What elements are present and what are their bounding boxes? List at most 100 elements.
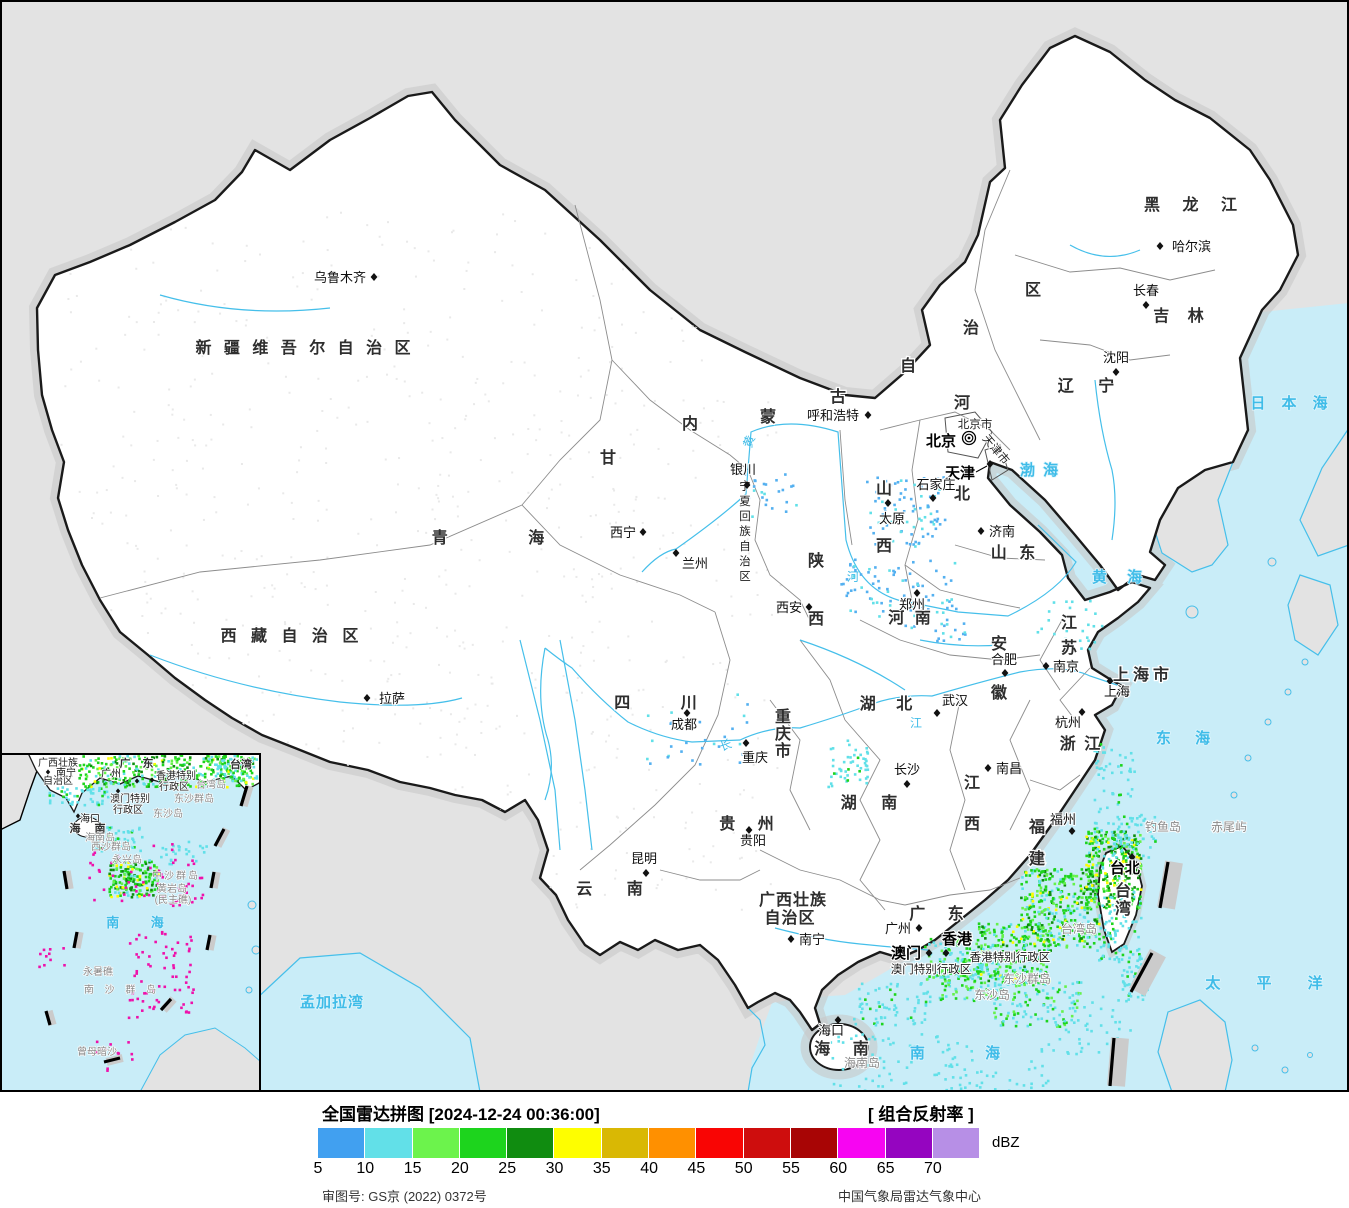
city-marker-icon	[864, 411, 872, 419]
city-长春: 长春	[1132, 282, 1160, 309]
province-boundary	[99, 504, 523, 599]
province-boundary	[1014, 254, 1216, 281]
city-武汉: 武汉	[933, 692, 969, 717]
city-label: 太原	[879, 511, 905, 526]
map-label: 江西	[964, 774, 980, 833]
colorbar-tick-labels: 5 10 15 20 25 30 35 40 45 50 55 60 65 70	[314, 1160, 1018, 1180]
river	[559, 639, 593, 851]
city-label: 广州	[885, 921, 911, 936]
small-island	[1244, 754, 1252, 762]
map-label: 钓鱼岛	[1145, 819, 1181, 834]
inset-label: 广	[120, 756, 131, 770]
city-西宁: 西宁	[609, 524, 647, 541]
city-南昌: 南昌	[984, 760, 1023, 777]
map-label: 自	[900, 356, 916, 375]
city-香港: 香港	[941, 929, 974, 957]
map-label: 区	[1025, 281, 1041, 299]
city-marker-icon	[925, 949, 933, 957]
radar-echo-region	[208, 754, 259, 783]
inset-label: 广州	[101, 768, 121, 780]
map-label: 蒙	[760, 407, 776, 426]
radar-echo-region	[1036, 599, 1104, 651]
map-label: 上海市	[1113, 665, 1173, 684]
city-乌鲁木齐: 乌鲁木齐	[313, 269, 378, 286]
legend-tick-45: 45	[687, 1160, 706, 1177]
map-label: 南 海	[910, 1044, 1028, 1062]
boundary-dash-band	[214, 827, 231, 848]
city-marker-icon	[1106, 677, 1114, 685]
beijing-boundary	[944, 411, 993, 459]
inset-vietnam	[0, 753, 39, 831]
province-boundary	[611, 359, 749, 471]
radar-echo-region	[853, 982, 932, 1027]
city-呼和浩特: 呼和浩特	[806, 407, 872, 424]
inset-city-marker-icon	[75, 813, 81, 819]
legend-swatch-55	[790, 1128, 839, 1158]
boundary-dash-band	[1107, 1037, 1129, 1087]
radar-echo-region	[1085, 830, 1143, 911]
map-label: 云 南	[576, 879, 657, 898]
inset-label: 海	[70, 821, 81, 835]
boundary-dash	[1108, 1037, 1116, 1087]
map-label: 新 疆 维 吾 尔 自 治 区	[195, 338, 414, 357]
city-label: 海口	[818, 1023, 844, 1038]
legend-tick-65: 65	[876, 1160, 895, 1177]
map-label: 黄	[741, 434, 758, 450]
legend-tick-10: 10	[356, 1160, 375, 1177]
city-label: 福州	[1050, 812, 1076, 827]
city-label: 沈阳	[1103, 350, 1129, 365]
legend-swatch-30	[554, 1128, 602, 1158]
legend-tick-5: 5	[313, 1160, 323, 1177]
map-label: 东沙岛	[974, 987, 1010, 1002]
map-label: 河	[847, 570, 859, 584]
legend-swatch-25	[507, 1128, 555, 1158]
radar-echo-region	[938, 950, 1005, 1003]
city-marker-icon	[672, 549, 680, 557]
radar-echo-region	[827, 739, 870, 789]
city-台北: 台北	[1109, 853, 1141, 878]
radar-echo-region	[743, 473, 798, 518]
radar-echo-region	[840, 558, 957, 618]
map-label: 湖 南	[841, 793, 907, 812]
inset-label: 东沙岛	[153, 807, 183, 820]
boundary-dash-band	[239, 784, 254, 808]
map-label: 山西	[876, 480, 892, 555]
radar-echo-region	[829, 1033, 974, 1093]
province-boundary	[747, 469, 813, 626]
province-boundary	[759, 849, 906, 906]
city-label: 成都	[671, 717, 697, 732]
city-贵阳: 贵阳	[739, 826, 767, 849]
city-marker-icon	[915, 924, 923, 932]
map-label: 湖 北	[860, 695, 920, 713]
city-marker-icon	[942, 949, 950, 957]
radar-echo-region	[88, 843, 196, 904]
inset-label: 永兴岛	[112, 853, 142, 866]
map-label: 东 海	[1156, 729, 1220, 747]
boundary-dash-band	[160, 996, 177, 1013]
city-昆明: 昆明	[630, 850, 658, 877]
city-西安: 西安	[775, 599, 813, 616]
river	[1094, 379, 1116, 541]
city-marker-icon	[805, 603, 813, 611]
province-boundary	[954, 544, 1046, 561]
inset-borneo	[139, 1027, 261, 1092]
map-label: 浙 江	[1060, 734, 1102, 753]
radar-echo-region	[904, 598, 967, 643]
inset-label: 香港特别	[156, 770, 196, 782]
inset-label: 西沙群岛	[91, 840, 131, 853]
legend-swatch-10	[365, 1128, 413, 1158]
city-label: 台北	[1110, 859, 1140, 877]
city-label: 重庆	[742, 750, 768, 765]
city-石家庄: 石家庄	[915, 476, 957, 502]
map-label: 内	[682, 414, 698, 433]
city-label: 拉萨	[379, 691, 405, 706]
city-label: 兰州	[682, 556, 708, 571]
inset-label: 东沙群岛	[174, 792, 214, 805]
legend-swatch-60	[838, 1128, 886, 1158]
river	[1069, 244, 1141, 258]
province-boundary	[659, 869, 761, 881]
map-label: 台湾	[1115, 881, 1131, 918]
legend-tick-60: 60	[829, 1160, 848, 1177]
